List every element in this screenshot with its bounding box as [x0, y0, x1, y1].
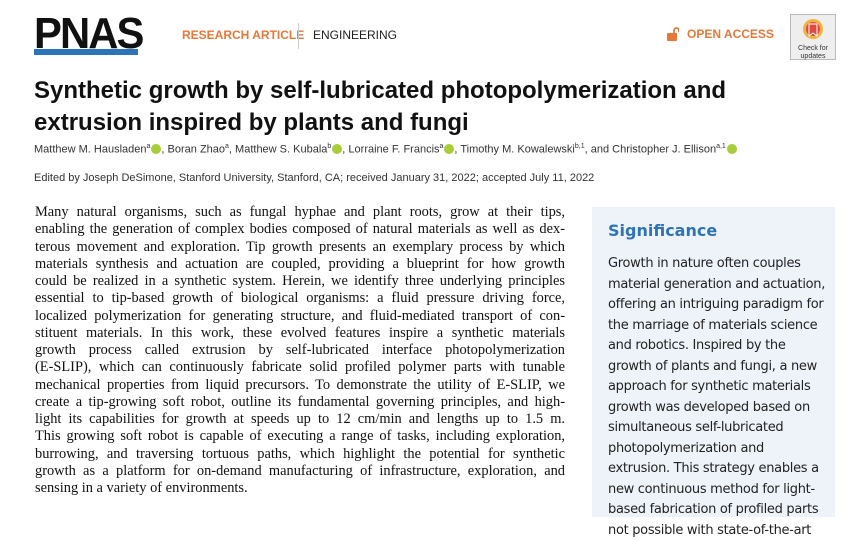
subject-link[interactable]: ENGINEERING: [313, 28, 397, 42]
significance-heading: Significance: [608, 221, 819, 241]
abstract: Many natural organisms, such as fungal h…: [35, 204, 565, 497]
significance-line: offering an intriguing paradigm for: [608, 295, 819, 316]
author-affiliation: b: [327, 143, 331, 150]
significance-line: extrusion. This strategy enables a: [608, 459, 819, 480]
open-access-label: OPEN ACCESS: [687, 27, 774, 41]
orcid-icon[interactable]: [332, 144, 342, 154]
abstract-line: enabling the generation of complex bodie…: [35, 221, 565, 238]
abstract-line: mechanical properties from liquid precur…: [35, 377, 565, 394]
check-for-updates-button[interactable]: Check for updates: [790, 14, 836, 60]
abstract-line: (E-SLIP), which can continuously fabrica…: [35, 359, 565, 376]
significance-line: based fabrication of profiled parts: [608, 500, 819, 521]
significance-line: growth was developed based on: [608, 398, 819, 419]
abstract-line: burrowing, and traversing tortuous paths…: [35, 446, 565, 463]
author-list: Matthew M. Hausladena, Boran Zhaoa, Matt…: [34, 143, 737, 156]
author-affiliation: a: [147, 143, 151, 150]
abstract-line: create a tip-growing soft robot, outline…: [35, 394, 565, 411]
open-access-badge: OPEN ACCESS: [667, 27, 774, 41]
orcid-icon[interactable]: [151, 144, 161, 154]
significance-line: the marriage of materials science: [608, 316, 819, 337]
orcid-icon[interactable]: [727, 144, 737, 154]
abstract-line: growth process called extrusion by self-…: [35, 342, 565, 359]
author-affiliation: a,1: [716, 143, 726, 150]
author-name[interactable]: Boran Zhao: [168, 144, 225, 156]
abstract-line: This growing soft robot is capable of ex…: [35, 428, 565, 445]
abstract-line: essential to tip-based growth of biologi…: [35, 290, 565, 307]
significance-line: approach for synthetic materials: [608, 377, 819, 398]
article-title: Synthetic growth by self-lubricated phot…: [34, 75, 824, 139]
abstract-line: sensing in a variety of environments.: [35, 480, 565, 497]
abstract-line: terous movement and exploration. Tip gro…: [35, 239, 565, 256]
article-type: RESEARCH ARTICLE: [182, 28, 304, 42]
author-name[interactable]: and Christopher J. Ellison: [591, 144, 716, 156]
abstract-line: could be realized in a synthetic system.…: [35, 273, 565, 290]
abstract-line: Many natural organisms, such as fungal h…: [35, 204, 565, 221]
abstract-line: stituent materials. In this work, these …: [35, 325, 565, 342]
check-updates-icon: [802, 18, 824, 42]
significance-line: material generation and actuation,: [608, 275, 819, 296]
logo-underline: [34, 49, 138, 55]
abstract-line: localized polymerization for generating …: [35, 308, 565, 325]
open-lock-icon: [667, 27, 679, 41]
author-name[interactable]: Matthew M. Hausladen: [34, 144, 147, 156]
significance-line: Growth in nature often couples: [608, 254, 819, 275]
editor-dates: Edited by Joseph DeSimone, Stanford Univ…: [34, 172, 594, 184]
author-affiliation: a: [225, 143, 229, 150]
significance-line: simultaneous self-lubricated: [608, 418, 819, 439]
significance-line: growth of plants and fungi, a new: [608, 357, 819, 378]
author-name[interactable]: Matthew S. Kubala: [235, 144, 327, 156]
author-name[interactable]: Lorraine F. Francis: [348, 144, 439, 156]
significance-line: not possible with state-of-the-art: [608, 521, 819, 541]
abstract-line: light its capabilities for growth at spe…: [35, 411, 565, 428]
significance-line: new continuous method for light-: [608, 480, 819, 501]
author-name[interactable]: Timothy M. Kowalewski: [460, 144, 575, 156]
divider: [298, 23, 299, 49]
check-updates-label: Check for updates: [791, 45, 835, 61]
author-affiliation: b,1: [575, 143, 585, 150]
significance-line: photopolymerization and: [608, 439, 819, 460]
abstract-line: growth as a platform for on-demand manuf…: [35, 463, 565, 480]
significance-line: and robotics. Inspired by the: [608, 336, 819, 357]
significance-box: Significance Growth in nature often coup…: [592, 207, 835, 517]
orcid-icon[interactable]: [444, 144, 454, 154]
abstract-line: materials synthesis and actuation are co…: [35, 256, 565, 273]
author-affiliation: a: [440, 143, 444, 150]
